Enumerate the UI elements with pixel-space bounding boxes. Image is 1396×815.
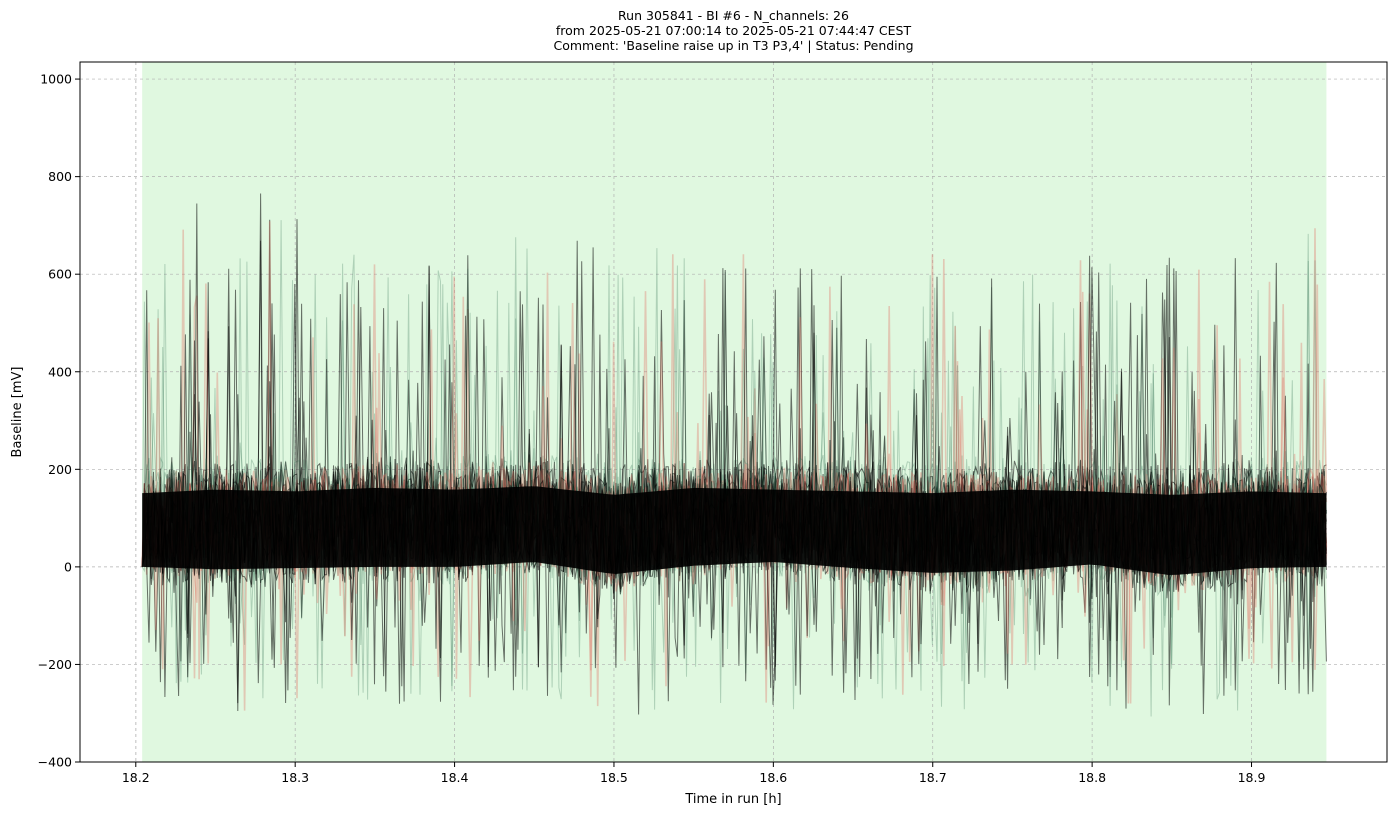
x-tick-label-0: 18.2	[122, 770, 150, 785]
y-tick-label-4: 400	[48, 364, 72, 379]
x-tick-label-3: 18.5	[600, 770, 628, 785]
y-tick-label-2: 0	[64, 559, 72, 574]
y-tick-label-6: 800	[48, 169, 72, 184]
y-tick-label-0: −400	[38, 755, 72, 770]
x-tick-label-6: 18.8	[1078, 770, 1106, 785]
y-axis-label: Baseline [mV]	[10, 367, 25, 458]
y-tick-label-3: 200	[48, 462, 72, 477]
title-line-3: Comment: 'Baseline raise up in T3 P3,4' …	[553, 38, 913, 53]
x-axis-label: Time in run [h]	[684, 792, 781, 807]
dense-core-band	[142, 486, 1327, 575]
highlight-band-layer	[142, 62, 1327, 762]
x-tick-label-5: 18.7	[919, 770, 947, 785]
title-line-1: Run 305841 - BI #6 - N_channels: 26	[618, 8, 849, 23]
traces-layer	[141, 193, 1328, 717]
highlight-band	[142, 62, 1327, 762]
y-tick-label-1: −200	[38, 657, 72, 672]
y-axis-ticks: −400 −200 0 200 400 600 800 1000	[38, 72, 80, 770]
x-tick-label-7: 18.9	[1238, 770, 1266, 785]
title-line-2: from 2025-05-21 07:00:14 to 2025-05-21 0…	[556, 23, 912, 38]
x-tick-label-2: 18.4	[441, 770, 469, 785]
chart-title: Run 305841 - BI #6 - N_channels: 26from …	[553, 8, 913, 53]
x-tick-label-4: 18.6	[759, 770, 787, 785]
plot-frame	[79, 61, 1388, 763]
x-tick-label-1: 18.3	[281, 770, 309, 785]
y-tick-label-5: 600	[48, 267, 72, 282]
y-tick-label-7: 1000	[40, 72, 72, 87]
x-axis-ticks: 18.2 18.3 18.4 18.5 18.6 18.7 18.8 18.9	[122, 762, 1266, 785]
